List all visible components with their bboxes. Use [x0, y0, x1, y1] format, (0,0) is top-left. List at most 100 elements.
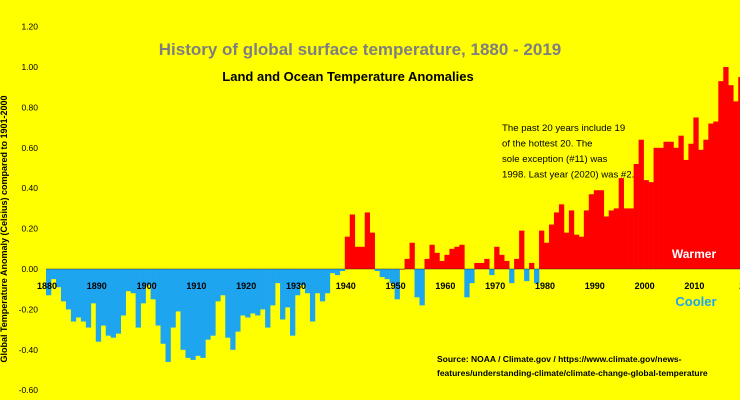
bar-1968: [484, 258, 490, 269]
bar-1903: [160, 269, 166, 344]
bar-1971: [499, 254, 505, 269]
bar-1910: [195, 269, 201, 356]
bar-1975: [519, 230, 525, 269]
bar-1949: [389, 269, 395, 284]
bar-1909: [190, 269, 196, 360]
bar-1959: [439, 260, 445, 269]
bar-1999: [638, 139, 644, 269]
y-tick-label: 1.00: [21, 62, 38, 72]
bar-1897: [130, 269, 136, 294]
bar-1902: [155, 269, 161, 326]
bar-1912: [205, 269, 211, 340]
bar-1886: [75, 269, 82, 318]
annotation-note: The past 20 years include 19 of the hotte…: [502, 123, 634, 181]
bar-1932: [304, 269, 311, 294]
bar-2012: [703, 139, 709, 269]
source-line-1: Source: NOAA / Climate.gov / https://www…: [437, 354, 682, 364]
bar-1970: [494, 246, 500, 269]
bar-1893: [110, 269, 117, 338]
x-tick-label: 1890: [87, 281, 107, 291]
bar-1950: [394, 269, 400, 300]
bar-1884: [65, 269, 72, 310]
bar-1969: [489, 269, 495, 276]
y-tick-label: -0.20: [19, 304, 39, 314]
bar-1991: [598, 190, 605, 269]
bar-1913: [210, 269, 216, 336]
bar-1958: [434, 252, 440, 269]
bar-1967: [479, 262, 485, 269]
bar-1881: [50, 269, 57, 280]
note-line: of the hottest 20. The: [502, 139, 593, 150]
bar-1920: [245, 269, 251, 318]
bar-1955: [419, 269, 425, 306]
bar-1894: [115, 269, 121, 334]
y-tick-label: 1.20: [21, 22, 38, 32]
bar-1987: [578, 236, 585, 269]
bar-1935: [319, 269, 326, 302]
x-tick-label: 1940: [336, 281, 356, 291]
cooler-label: Cooler: [675, 294, 716, 309]
bar-1979: [539, 230, 545, 269]
bar-1921: [250, 269, 256, 314]
bar-2018: [733, 101, 739, 269]
bar-2000: [643, 180, 649, 269]
bar-1882: [55, 269, 62, 288]
bar-1993: [608, 210, 615, 269]
y-tick-label: 0.00: [21, 264, 38, 274]
y-tick-label: -0.60: [19, 385, 39, 395]
x-tick-label: 1920: [236, 281, 256, 291]
bar-1973: [509, 269, 515, 284]
bar-1963: [459, 244, 465, 269]
y-tick-label: 0.80: [21, 102, 38, 112]
bar-1997: [628, 208, 634, 269]
bar-1880: [46, 269, 52, 296]
bar-1944: [364, 212, 370, 269]
bar-1961: [449, 248, 455, 269]
bar-1988: [583, 210, 590, 269]
bar-1916: [225, 269, 231, 338]
bar-1953: [409, 242, 415, 269]
bar-1927: [280, 269, 286, 320]
bar-1890: [95, 269, 102, 342]
bar-1972: [504, 260, 510, 269]
x-tick-label: 1910: [186, 281, 206, 291]
x-axis: 1880 1890 1900 1910 1920 1930 1940 1950 1960 1970…: [37, 268, 740, 291]
bar-1926: [275, 269, 281, 284]
bar-1885: [70, 269, 77, 322]
x-tick-label: 1980: [535, 281, 555, 291]
bar-1917: [230, 269, 236, 350]
bar-1989: [588, 194, 595, 269]
bar-1906: [175, 269, 181, 312]
bar-1911: [200, 269, 206, 358]
bar-1923: [260, 269, 266, 310]
bar-1994: [613, 208, 619, 269]
bar-1907: [180, 269, 186, 350]
y-tick-label: 0.40: [21, 183, 38, 193]
bar-1992: [603, 216, 610, 269]
bar-1925: [270, 269, 276, 306]
bar-1990: [593, 190, 600, 269]
x-tick-label: 1900: [137, 281, 157, 291]
bar-1914: [215, 269, 221, 302]
y-axis: -0.60 -0.40 -0.20 0.00 0.20 0.40 0.60 0.80 1.00 1…: [19, 22, 39, 396]
bar-1908: [185, 269, 191, 358]
bar-1996: [623, 208, 629, 269]
bar-2009: [688, 143, 694, 269]
bars-group: [46, 67, 740, 362]
bar-1939: [339, 269, 346, 272]
bar-1933: [309, 269, 316, 322]
bar-1928: [285, 269, 291, 308]
warmer-label: Warmer: [672, 247, 717, 261]
bar-1952: [404, 258, 410, 269]
bar-1887: [80, 269, 87, 322]
chart-title: History of global surface temperature, 1…: [159, 40, 562, 59]
bar-1922: [255, 269, 261, 316]
bar-1942: [354, 246, 361, 269]
bar-1901: [150, 269, 156, 300]
bar-1930: [295, 269, 301, 296]
y-tick-label: -0.40: [19, 345, 39, 355]
bar-1941: [349, 214, 356, 269]
bar-2013: [708, 123, 714, 269]
bar-1945: [369, 232, 375, 269]
